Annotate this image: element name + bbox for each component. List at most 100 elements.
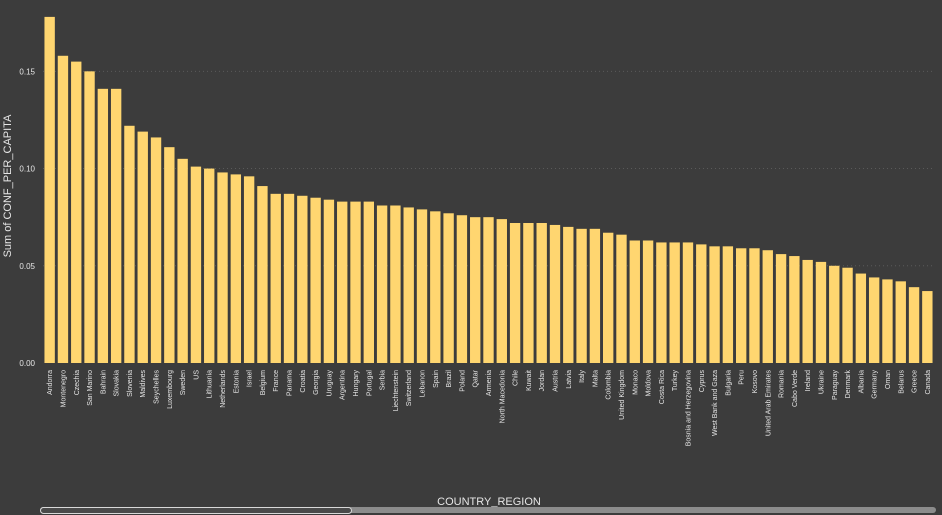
bar[interactable] bbox=[789, 256, 800, 363]
bar[interactable] bbox=[243, 176, 255, 363]
bar[interactable] bbox=[496, 219, 507, 363]
x-tick-label: Slovakia bbox=[114, 370, 121, 397]
bar[interactable] bbox=[483, 217, 494, 363]
x-tick-label: Moldova bbox=[646, 370, 653, 397]
bar[interactable] bbox=[775, 254, 787, 363]
bar[interactable] bbox=[922, 291, 933, 363]
bar[interactable] bbox=[735, 248, 747, 363]
bar[interactable] bbox=[868, 277, 880, 363]
bar[interactable] bbox=[363, 201, 374, 363]
bar[interactable] bbox=[430, 211, 441, 363]
bar[interactable] bbox=[842, 267, 853, 363]
bar[interactable] bbox=[137, 131, 148, 363]
x-tick-label: Ireland bbox=[805, 370, 812, 392]
y-tick-label: 0.10 bbox=[19, 165, 35, 174]
bar[interactable] bbox=[629, 240, 640, 364]
bar[interactable] bbox=[722, 246, 734, 363]
x-tick-label: Hungary bbox=[353, 370, 360, 397]
bar[interactable] bbox=[616, 234, 627, 363]
x-tick-label: Croatia bbox=[300, 370, 307, 393]
x-tick-label: Czechia bbox=[74, 370, 81, 395]
bar[interactable] bbox=[177, 158, 188, 363]
bar[interactable] bbox=[217, 172, 228, 363]
bar[interactable] bbox=[84, 71, 95, 363]
bar[interactable] bbox=[456, 215, 468, 363]
bar[interactable] bbox=[682, 242, 694, 363]
bar[interactable] bbox=[829, 265, 840, 363]
x-tick-label: Kosovo bbox=[752, 370, 759, 393]
bar[interactable] bbox=[150, 137, 162, 363]
x-tick-label: Netherlands bbox=[220, 370, 227, 408]
bar[interactable] bbox=[350, 201, 361, 363]
bar[interactable] bbox=[908, 287, 920, 363]
x-tick-label: Colombia bbox=[606, 370, 613, 400]
x-tick-label: Bosnia and Herzegovina bbox=[685, 370, 692, 446]
bar[interactable] bbox=[642, 240, 654, 364]
bar[interactable] bbox=[523, 223, 534, 363]
bar[interactable] bbox=[337, 201, 348, 363]
bar[interactable] bbox=[470, 217, 481, 363]
bar[interactable] bbox=[270, 193, 281, 363]
x-tick-label: Spain bbox=[433, 370, 440, 388]
bar[interactable] bbox=[403, 207, 414, 363]
bar[interactable] bbox=[815, 261, 827, 363]
bar[interactable] bbox=[390, 205, 401, 364]
x-tick-label: Greece bbox=[912, 370, 919, 393]
x-tick-label: Switzerland bbox=[406, 370, 413, 406]
x-tick-label: Cabo Verde bbox=[792, 370, 799, 407]
bar[interactable] bbox=[204, 168, 215, 363]
x-tick-label: Belgium bbox=[260, 370, 267, 395]
bar[interactable] bbox=[416, 209, 428, 363]
x-tick-label: Lebanon bbox=[420, 370, 427, 397]
bar[interactable] bbox=[749, 248, 760, 363]
x-axis-ticks: Andorra Montenegro Czechia San Marino Bahrai… bbox=[47, 369, 932, 446]
bar[interactable] bbox=[110, 88, 122, 363]
bar[interactable] bbox=[44, 16, 55, 363]
bar[interactable] bbox=[589, 228, 601, 363]
horizontal-scrollbar-thumb[interactable] bbox=[40, 507, 352, 514]
bar[interactable] bbox=[443, 213, 454, 363]
bar[interactable] bbox=[536, 223, 547, 363]
bar[interactable] bbox=[669, 242, 680, 363]
bar[interactable] bbox=[509, 223, 521, 363]
horizontal-scrollbar-track[interactable] bbox=[40, 507, 936, 513]
x-tick-label: Costa Rica bbox=[659, 370, 666, 404]
bar[interactable] bbox=[709, 246, 720, 363]
bar[interactable] bbox=[230, 174, 242, 363]
x-tick-label: Albania bbox=[858, 370, 865, 393]
bar[interactable] bbox=[164, 147, 175, 363]
x-tick-label: Seychelles bbox=[154, 370, 161, 404]
x-tick-label: Paraguay bbox=[832, 370, 839, 400]
x-tick-label: Panama bbox=[287, 370, 294, 396]
bar[interactable] bbox=[257, 186, 268, 363]
bar[interactable] bbox=[310, 197, 321, 363]
x-tick-label: Monaco bbox=[632, 370, 639, 395]
bar[interactable] bbox=[376, 205, 388, 364]
bar[interactable] bbox=[656, 242, 667, 363]
x-tick-label: Estonia bbox=[233, 370, 240, 393]
bar[interactable] bbox=[576, 228, 587, 363]
bar[interactable] bbox=[563, 226, 574, 363]
x-tick-label: Oman bbox=[885, 370, 892, 389]
bar[interactable] bbox=[97, 88, 109, 363]
bar[interactable] bbox=[124, 125, 135, 363]
bar[interactable] bbox=[802, 259, 813, 363]
bar[interactable] bbox=[549, 224, 561, 363]
bar[interactable] bbox=[603, 232, 614, 363]
bar[interactable] bbox=[762, 250, 773, 363]
x-tick-label: Uruguay bbox=[326, 370, 333, 397]
bar[interactable] bbox=[190, 166, 202, 363]
bar[interactable] bbox=[323, 199, 335, 363]
bar[interactable] bbox=[882, 279, 893, 363]
bar[interactable] bbox=[855, 273, 867, 363]
x-tick-label: Portugal bbox=[366, 370, 373, 397]
bar[interactable] bbox=[696, 244, 707, 363]
bar[interactable] bbox=[297, 195, 308, 363]
x-tick-label: Denmark bbox=[845, 370, 852, 399]
x-tick-label: Kuwait bbox=[526, 370, 533, 391]
bar[interactable] bbox=[895, 281, 906, 363]
bar[interactable] bbox=[57, 55, 69, 363]
bar[interactable] bbox=[71, 61, 82, 364]
bar[interactable] bbox=[283, 193, 295, 363]
